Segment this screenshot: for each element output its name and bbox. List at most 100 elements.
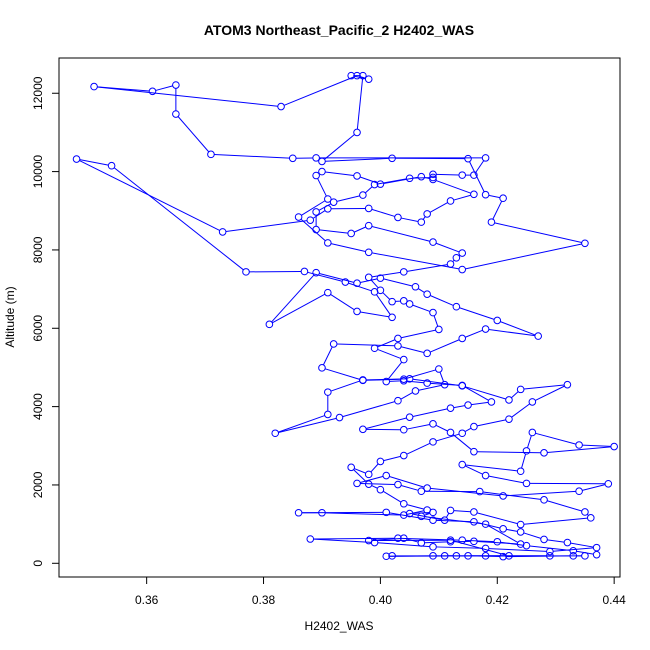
data-point xyxy=(505,415,513,423)
series-segment xyxy=(325,171,354,176)
data-point xyxy=(312,154,320,162)
data-point xyxy=(318,508,326,517)
data-point xyxy=(306,535,315,543)
x-tick-label: 0.38 xyxy=(252,593,276,607)
data-point xyxy=(364,480,373,488)
y-tick-label: 12000 xyxy=(31,76,45,110)
data-point xyxy=(429,238,437,246)
data-point xyxy=(429,438,437,446)
data-point xyxy=(288,154,297,163)
series-segment xyxy=(330,243,366,253)
series-segment xyxy=(476,512,518,525)
data-point xyxy=(429,552,437,560)
series-segment xyxy=(492,200,503,220)
data-point xyxy=(324,205,332,213)
data-point xyxy=(364,75,373,83)
data-point xyxy=(265,320,274,329)
data-point xyxy=(399,268,408,276)
data-point xyxy=(592,550,601,559)
series-segment xyxy=(412,408,448,417)
series-segment xyxy=(324,134,355,160)
data-point xyxy=(399,534,408,543)
data-point xyxy=(481,520,490,528)
series-segment xyxy=(488,328,535,337)
series-segment xyxy=(278,415,325,433)
data-point xyxy=(563,380,572,389)
data-point xyxy=(370,180,379,189)
data-point xyxy=(294,213,303,221)
series-segment xyxy=(465,386,506,400)
data-point xyxy=(458,382,467,390)
data-point xyxy=(429,170,437,179)
data-point xyxy=(470,190,478,199)
x-tick-label: 0.44 xyxy=(602,593,626,607)
series-segment xyxy=(453,405,465,409)
series-segment xyxy=(400,392,413,400)
data-point xyxy=(534,332,542,340)
series-segment xyxy=(383,278,413,287)
series-segment xyxy=(430,487,500,497)
data-point xyxy=(487,218,496,226)
series-segment xyxy=(389,512,430,521)
series-segment xyxy=(570,542,594,548)
data-point xyxy=(487,398,496,406)
y-tick-label: 2000 xyxy=(31,471,45,498)
data-point xyxy=(581,239,589,248)
data-point xyxy=(429,516,437,525)
series-segment xyxy=(377,178,407,185)
data-point xyxy=(569,552,578,560)
data-point xyxy=(335,413,344,422)
data-point xyxy=(172,81,180,89)
series-segment xyxy=(360,311,389,318)
data-point xyxy=(429,173,437,182)
data-point xyxy=(376,457,385,466)
series-segment xyxy=(406,424,430,430)
series-segment xyxy=(523,384,565,390)
data-point xyxy=(399,499,408,508)
series-segment xyxy=(382,490,402,503)
data-point xyxy=(399,451,408,460)
series-segment xyxy=(371,208,395,217)
data-point xyxy=(563,538,572,547)
data-point xyxy=(394,334,402,343)
series-segment xyxy=(412,304,431,312)
data-point xyxy=(475,487,484,496)
series-segment xyxy=(406,510,425,515)
data-point xyxy=(324,388,332,396)
data-point xyxy=(516,467,525,476)
series-segment xyxy=(424,512,431,516)
series-segment xyxy=(406,369,436,379)
series-segment xyxy=(488,475,524,484)
data-point xyxy=(440,380,449,389)
series-segment xyxy=(214,154,290,159)
data-point xyxy=(90,82,98,91)
series-segment xyxy=(356,78,364,130)
series-segment xyxy=(500,541,524,546)
series-segment xyxy=(412,378,460,386)
series-segment xyxy=(371,271,401,278)
series-segment xyxy=(383,455,401,462)
data-point xyxy=(581,552,589,560)
series-segment xyxy=(459,307,495,320)
series-segment xyxy=(429,295,454,306)
data-point xyxy=(516,385,525,394)
series-segment xyxy=(464,427,472,433)
series-segment xyxy=(488,194,500,199)
data-point xyxy=(148,87,157,96)
data-point xyxy=(353,479,361,488)
series-segment xyxy=(113,167,244,271)
data-point xyxy=(405,413,414,421)
data-point xyxy=(394,396,402,405)
series-segment xyxy=(429,339,460,353)
data-point xyxy=(540,449,548,457)
series-segment xyxy=(359,176,378,184)
data-point xyxy=(399,355,408,364)
data-point xyxy=(499,194,507,203)
y-tick-label: 8000 xyxy=(31,236,45,263)
series-segment xyxy=(370,463,379,473)
series-segment xyxy=(330,293,355,311)
series-segment xyxy=(407,380,424,384)
series-segment xyxy=(465,243,582,270)
data-point xyxy=(522,541,531,550)
data-point xyxy=(376,274,385,282)
